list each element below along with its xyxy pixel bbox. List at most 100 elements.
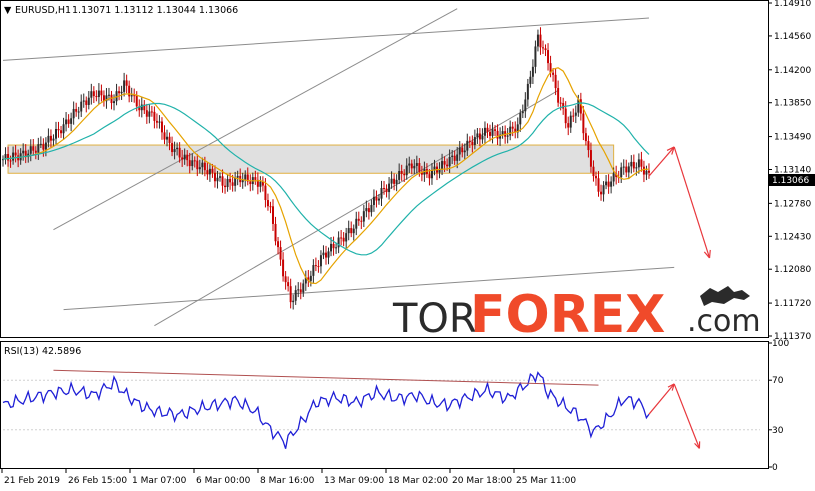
candle-body	[226, 178, 229, 188]
candle-body	[544, 48, 547, 51]
moving-averages	[2, 67, 650, 285]
candle-body	[572, 115, 575, 117]
candle-body	[539, 34, 542, 48]
rsi-axis: 100 70 30 0	[768, 339, 789, 473]
candle-body	[564, 108, 567, 124]
candle-body	[115, 91, 118, 102]
candle-body	[274, 223, 277, 242]
candle-body	[451, 155, 454, 157]
rsi-trendline	[53, 369, 599, 386]
candle-body	[403, 173, 406, 176]
trendline-3	[63, 266, 675, 311]
candle-body	[52, 138, 55, 141]
torforex-logo: TOR FOREX .com	[392, 285, 761, 345]
candle-body	[211, 168, 214, 173]
time-tick-label: 1 Mar 07:00	[132, 476, 187, 486]
rsi-forecast-down-arrow-head	[694, 441, 701, 449]
candle-body	[9, 160, 12, 162]
bull-bear-icon	[700, 286, 750, 306]
candle-body	[453, 155, 456, 161]
candle-body	[388, 183, 391, 193]
candle-body	[395, 179, 398, 184]
candle-body	[559, 102, 562, 104]
candle-body	[335, 247, 338, 249]
candle-body	[213, 172, 216, 182]
time-tick-label: 21 Feb 2019	[4, 476, 60, 486]
candle-body	[107, 94, 110, 96]
candle-body	[70, 118, 73, 124]
candle-body	[360, 220, 363, 222]
candle-body	[337, 237, 340, 248]
candle-body	[489, 131, 492, 136]
candle-body	[602, 185, 605, 195]
candle-body	[72, 108, 75, 119]
candle-body	[622, 166, 625, 168]
candle-body	[630, 161, 633, 167]
candle-body	[314, 265, 317, 267]
candle-body	[408, 163, 411, 166]
candle-body	[645, 170, 648, 175]
candle-body	[244, 174, 247, 180]
candle-body	[496, 130, 499, 139]
current-price-label: 1.13066	[772, 176, 809, 186]
price-tick-label: 1.14200	[774, 66, 811, 76]
candle-body	[198, 167, 201, 170]
candle-body	[80, 101, 83, 112]
candle-body	[466, 140, 469, 151]
candle-body	[446, 164, 449, 167]
candle-body	[499, 134, 502, 139]
candle-body	[433, 166, 436, 171]
candle-body	[610, 181, 613, 187]
price-tick-label: 1.13490	[774, 133, 811, 143]
candle-body	[473, 137, 476, 146]
candle-body	[82, 100, 85, 102]
price-tick-label: 1.12780	[774, 199, 811, 209]
candle-body	[541, 47, 544, 49]
candle-body	[324, 252, 327, 258]
candle-body	[577, 99, 580, 113]
candle-body	[605, 181, 608, 186]
candle-body	[627, 166, 630, 173]
candle-body	[110, 94, 113, 104]
candle-body	[269, 206, 272, 208]
candle-body	[519, 113, 522, 125]
candle-body	[77, 111, 80, 113]
candle-body	[216, 177, 219, 182]
candle-body	[138, 106, 141, 111]
candle-body	[547, 50, 550, 64]
rsi-series	[2, 369, 760, 449]
candle-body	[448, 156, 451, 167]
candle-body	[196, 160, 199, 170]
candle-body	[355, 218, 358, 229]
candle-body	[567, 123, 570, 128]
candle-body	[478, 133, 481, 140]
candle-body	[637, 159, 640, 168]
candle-body	[468, 140, 471, 142]
forecast-arrows	[648, 146, 711, 259]
candle-body	[342, 237, 345, 242]
rsi-forecast-up-arrow	[648, 383, 675, 415]
candle-body	[47, 135, 50, 143]
candle-body	[37, 144, 40, 153]
candle-body	[534, 46, 537, 67]
candle-body	[102, 95, 105, 102]
rsi-tick-label: 0	[772, 463, 778, 473]
forecast-down-arrow	[673, 146, 711, 259]
candle-body	[118, 91, 121, 94]
candle-body	[319, 255, 322, 267]
candle-body	[574, 112, 577, 116]
candle-body	[271, 206, 274, 224]
candle-body	[607, 181, 610, 187]
candle-body	[372, 196, 375, 205]
candle-body	[309, 275, 312, 281]
candle-body	[249, 181, 252, 185]
candle-body	[90, 91, 93, 98]
candle-body	[441, 161, 444, 170]
candle-body	[123, 80, 126, 92]
candle-body	[317, 266, 320, 268]
candle-body	[385, 188, 388, 193]
candle-body	[133, 95, 136, 97]
candle-body	[183, 154, 186, 160]
trendline-1	[2, 17, 650, 61]
